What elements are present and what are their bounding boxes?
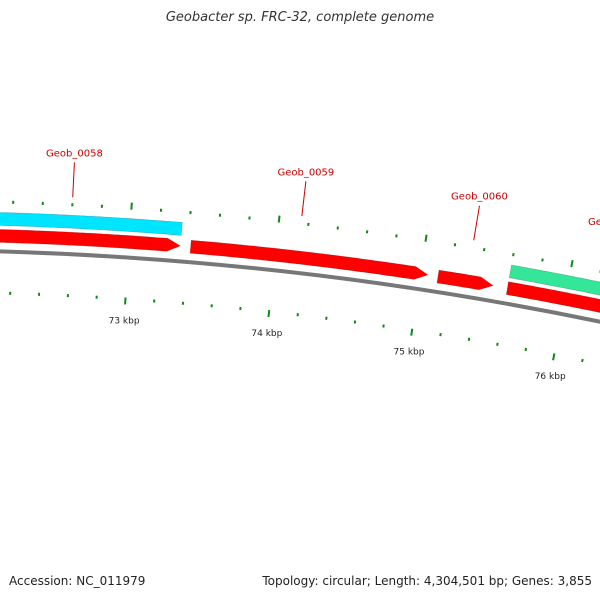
gene-label: Geob_0058: [46, 148, 103, 159]
cds-feature-arrow: [436, 269, 494, 291]
map-title: Geobacter sp. FRC-32, complete genome: [165, 10, 435, 25]
gene-labels: Geob_0055Geob_0056Geob_0057Geob_0058Geob…: [46, 148, 600, 228]
gene-label: Geob_0060: [451, 192, 508, 203]
genome-summary: Topology: circular; Length: 4,304,501 bp…: [262, 574, 592, 588]
inner-minor-tick: [467, 337, 471, 341]
outer-minor-tick: [541, 258, 544, 262]
outer-major-tick: [570, 259, 574, 268]
cds-feature-arrow: [505, 281, 600, 313]
kbp-tick-label: 74 kbp: [251, 329, 282, 339]
gene-leader-line: [72, 162, 75, 198]
rna-feature-block: [508, 264, 600, 296]
inner-minor-tick: [581, 358, 584, 363]
inner-minor-tick: [524, 347, 528, 352]
kbp-tick-label: 73 kbp: [109, 316, 140, 326]
rna-feature-block: [0, 212, 183, 236]
gene-label: Geob_0059: [277, 167, 334, 178]
outer-major-tick: [424, 234, 428, 242]
gene-leader-line: [301, 181, 307, 217]
gene-features: [0, 212, 600, 313]
outer-major-tick: [277, 215, 281, 223]
gene-leader-line: [473, 205, 480, 241]
kbp-tick-label: 75 kbp: [394, 347, 425, 357]
outer-minor-tick: [482, 247, 486, 252]
inner-major-tick: [267, 309, 271, 318]
gene-label: Geob_0061: [588, 217, 600, 228]
outer-minor-tick: [512, 253, 515, 257]
inner-major-tick: [410, 328, 414, 336]
inner-tick-marks: [9, 291, 584, 363]
kbp-tick-label: 76 kbp: [535, 372, 566, 382]
gene-label-leaders: [72, 162, 480, 241]
cds-feature-arrow: [0, 229, 182, 252]
accession-label: Accession: NC_011979: [9, 574, 146, 588]
genome-backbone: [0, 249, 600, 324]
outer-tick-marks: [12, 200, 600, 273]
backbone-line: [0, 249, 600, 324]
cds-feature-arrow: [189, 239, 429, 280]
inner-minor-tick: [496, 342, 499, 346]
inner-major-tick: [552, 353, 556, 361]
